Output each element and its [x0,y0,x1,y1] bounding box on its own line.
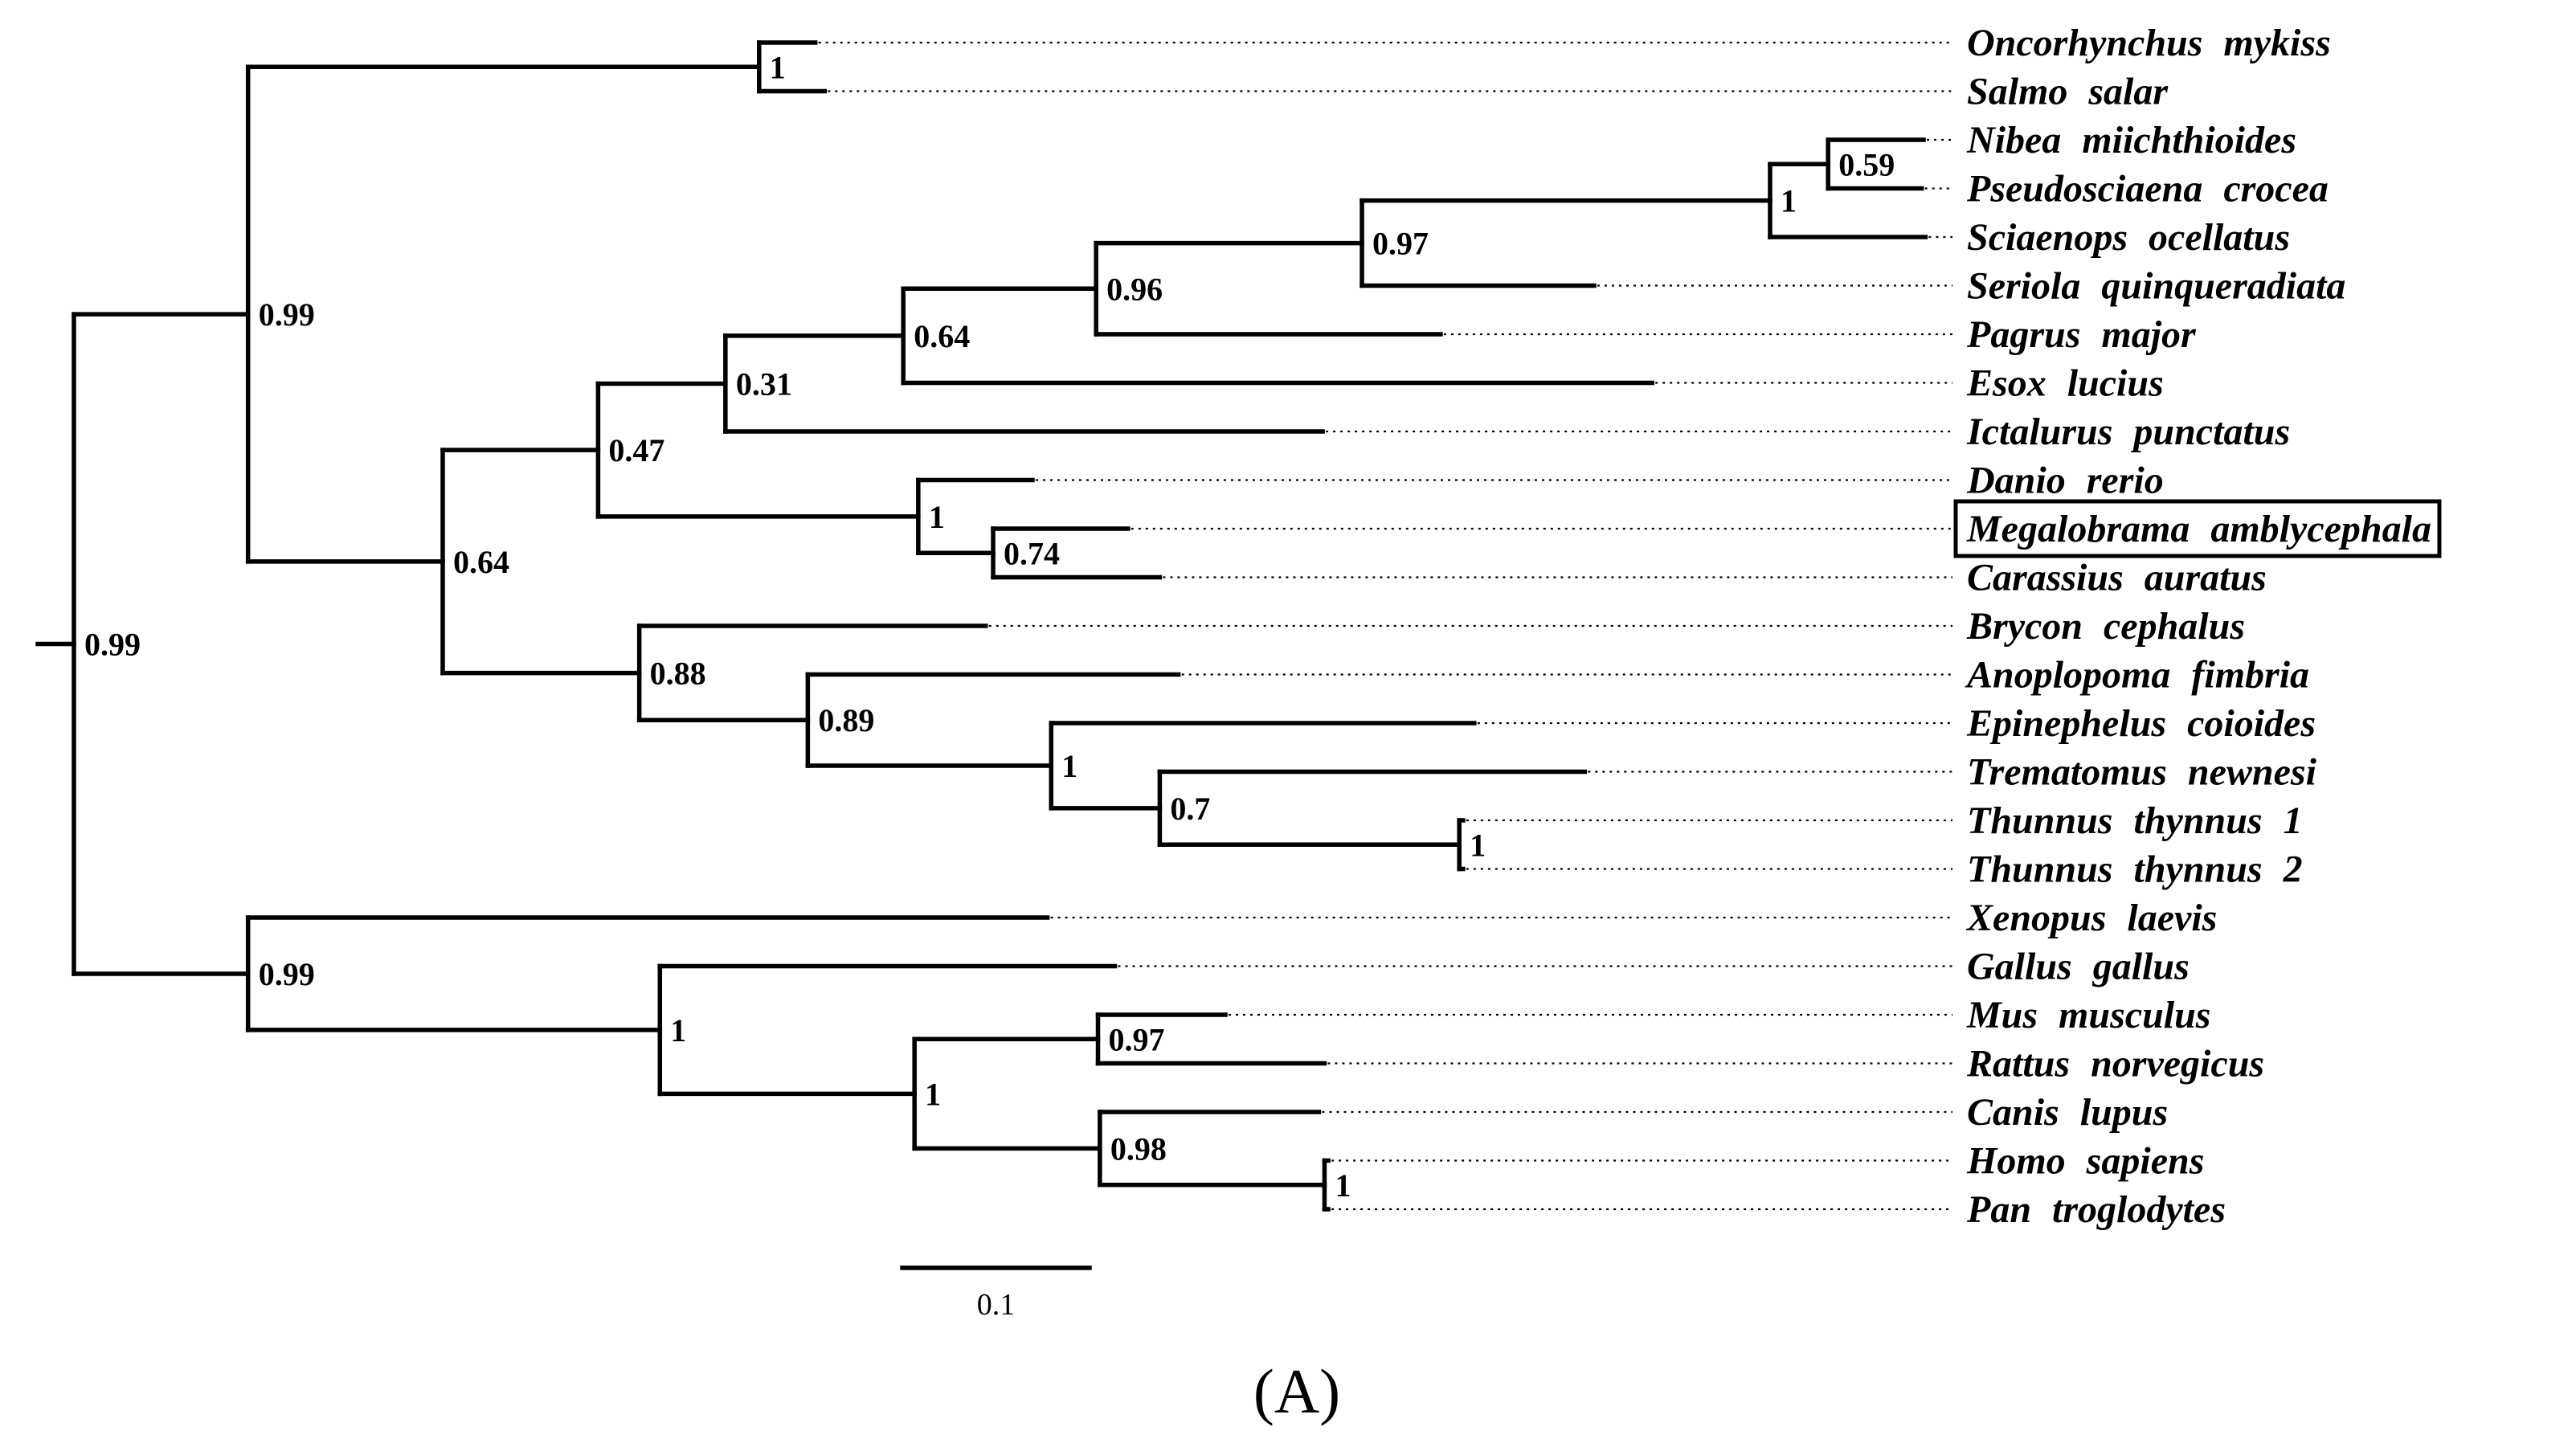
support-value: 0.7 [1170,791,1210,827]
taxon-label-salmo-salar: Salmo salar [1967,71,2169,113]
taxon-label-mus-musculus: Mus musculus [1966,994,2210,1036]
leader-lines [818,41,1952,1211]
taxon-label-thunnus-thynnus-2: Thunnus thynnus 2 [1967,848,2303,891]
taxon-label-seriola-quinqueradiata: Seriola quinqueradiata [1967,265,2345,308]
support-value: 0.99 [259,296,315,333]
support-value: 0.99 [84,627,141,663]
support-value: 0.99 [259,956,315,992]
taxon-label-pagrus-major: Pagrus major [1966,313,2197,356]
taxon-label-nibea-miichthioides: Nibea miichthioides [1966,119,2296,161]
support-value: 1 [770,49,786,85]
support-value: 0.31 [736,366,792,402]
scale-bar-label: 0.1 [977,1288,1016,1322]
support-value: 1 [1781,183,1797,219]
taxon-label-homo-sapiens: Homo sapiens [1966,1140,2204,1183]
support-value: 0.96 [1106,271,1163,307]
support-value: 0.97 [1109,1021,1165,1057]
taxon-label-ictalurus-punctatus: Ictalurus punctatus [1966,411,2290,453]
support-value: 0.89 [818,702,874,738]
support-value: 1 [925,1076,941,1112]
panel-label: (A) [1253,1356,1340,1426]
support-value: 0.64 [453,544,509,580]
taxon-label-trematomus-newnesi: Trematomus newnesi [1967,751,2317,794]
support-value: 1 [670,1012,686,1049]
support-value: 0.74 [1004,535,1060,571]
taxon-label-pan-troglodytes: Pan troglodytes [1966,1188,2226,1231]
taxon-label-carassius-auratus: Carassius auratus [1967,557,2267,599]
taxon-label-esox-lucius: Esox lucius [1966,362,2164,405]
support-value: 0.59 [1838,146,1895,182]
taxon-label-sciaenops-ocellatus: Sciaenops ocellatus [1967,216,2290,259]
support-value: 0.88 [650,656,706,692]
taxon-label-anoplopoma-fimbria: Anoplopoma fimbria [1965,654,2309,697]
tree-branches [35,40,1928,1212]
taxon-label-oncorhynchus-mykiss: Oncorhynchus mykiss [1967,22,2331,64]
taxon-label-megalobrama-amblycephala: Megalobrama amblycephala [1966,508,2431,550]
highlight-box [1953,499,2442,558]
taxon-label-brycon-cephalus: Brycon cephalus [1966,605,2245,648]
taxon-label-canis-lupus: Canis lupus [1967,1091,2168,1134]
support-values: 0.99 0.99 1 0.64 0.47 0.31 0.64 0.96 0.97 1 0.59 1 0… [84,49,1895,1204]
taxon-label-gallus-gallus: Gallus gallus [1967,946,2190,988]
support-value: 1 [929,499,945,535]
support-value: 0.64 [914,318,970,354]
taxon-label-epinephelus-coioides: Epinephelus coioides [1966,702,2316,745]
support-value: 0.98 [1110,1130,1167,1167]
support-value: 1 [1061,748,1077,784]
scale-bar: 0.1 [900,1265,1092,1322]
taxon-label-pseudosciaena-crocea: Pseudosciaena crocea [1966,168,2329,211]
support-value: 1 [1335,1167,1351,1204]
taxon-label-rattus-norvegicus: Rattus norvegicus [1966,1043,2264,1085]
support-value: 0.97 [1372,226,1429,262]
taxon-label-danio-rerio: Danio rerio [1966,460,2164,502]
support-value: 0.47 [608,432,664,468]
taxon-labels: Oncorhynchus mykiss Salmo salar Nibea miic… [1965,22,2431,1231]
support-value: 1 [1470,827,1486,863]
taxon-label-thunnus-thynnus-1: Thunnus thynnus 1 [1967,799,2303,842]
taxon-label-xenopus-laevis: Xenopus laevis [1965,897,2217,939]
